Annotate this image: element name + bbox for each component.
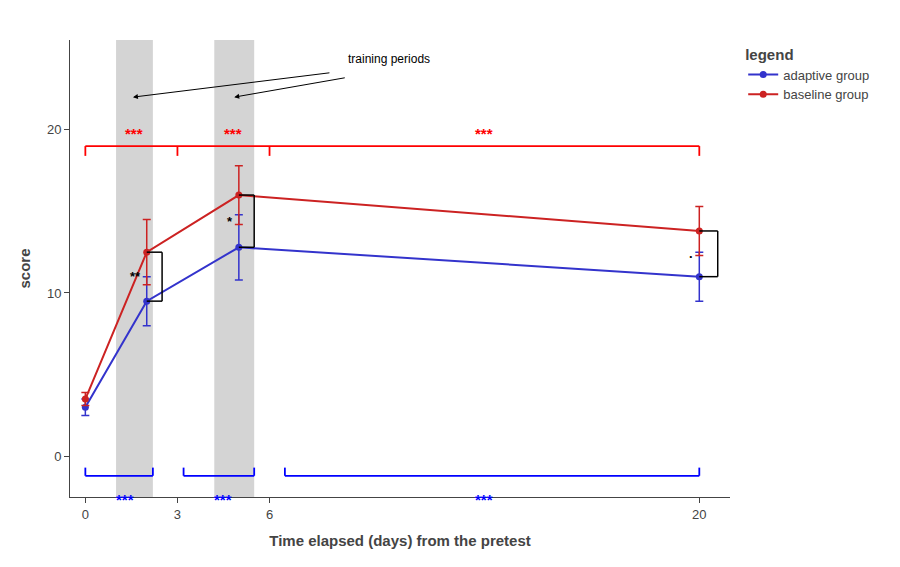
svg-text:***: *** bbox=[116, 491, 134, 508]
svg-text:**: ** bbox=[130, 269, 141, 284]
svg-text:6: 6 bbox=[266, 507, 273, 522]
svg-text:score: score bbox=[16, 248, 33, 288]
svg-text:adaptive group: adaptive group bbox=[783, 68, 869, 83]
svg-text:Time elapsed (days) from the p: Time elapsed (days) from the pretest bbox=[269, 532, 530, 549]
svg-text:***: *** bbox=[224, 125, 242, 142]
svg-text:20: 20 bbox=[692, 507, 706, 522]
svg-text:***: *** bbox=[125, 125, 143, 142]
svg-text:***: *** bbox=[475, 125, 493, 142]
svg-text:20: 20 bbox=[47, 122, 61, 137]
svg-text:legend: legend bbox=[745, 46, 793, 63]
svg-text:0: 0 bbox=[82, 507, 89, 522]
svg-text:10: 10 bbox=[47, 286, 61, 301]
svg-text:***: *** bbox=[214, 491, 232, 508]
svg-text:***: *** bbox=[475, 491, 493, 508]
svg-text:0: 0 bbox=[54, 449, 61, 464]
svg-text:training periods: training periods bbox=[348, 52, 430, 66]
svg-text:baseline group: baseline group bbox=[783, 87, 868, 102]
svg-text:*: * bbox=[227, 214, 233, 229]
svg-text:.: . bbox=[689, 246, 693, 261]
svg-text:3: 3 bbox=[174, 507, 181, 522]
